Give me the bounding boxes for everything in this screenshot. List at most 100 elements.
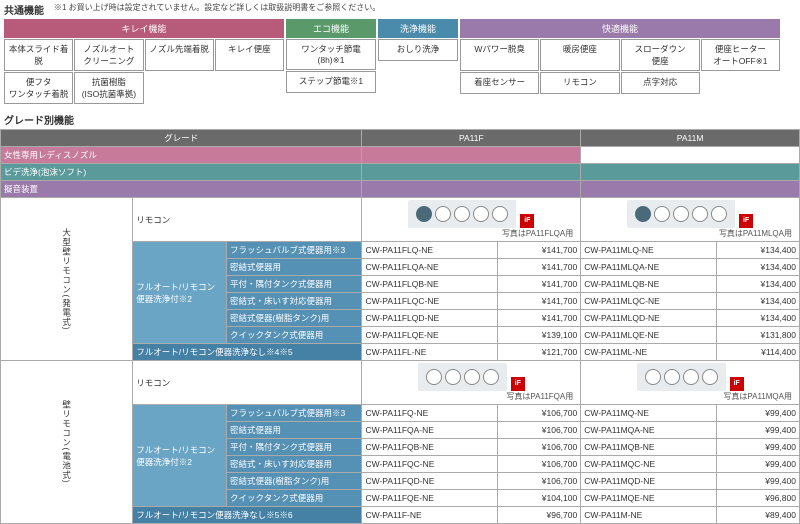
remote-button-icon bbox=[445, 369, 461, 385]
remote-button-icon bbox=[483, 369, 499, 385]
price: ¥106,700 bbox=[497, 422, 580, 439]
row-type: 平付・隅付タンク式便器用 bbox=[227, 276, 362, 293]
model: CW-PA11MQA-NE bbox=[581, 422, 716, 439]
feature-cell: おしり洗浄 bbox=[378, 39, 458, 61]
model: CW-PA11MQB-NE bbox=[581, 439, 716, 456]
remote-caption: 写真はPA11MLQA用 bbox=[584, 228, 796, 239]
row-type: クイックタンク式便器用 bbox=[227, 490, 362, 507]
feature-cell: Wパワー脱臭 bbox=[460, 39, 539, 71]
model: CW-PA11MQD-NE bbox=[581, 473, 716, 490]
model: CW-PA11MLQB-NE bbox=[581, 276, 716, 293]
row-type: 密結式・床いす対応便器用 bbox=[227, 456, 362, 473]
remote-button-icon bbox=[416, 206, 432, 222]
remote-label: リモコン bbox=[133, 198, 362, 242]
row-type: フラッシュバルブ式便器用※3 bbox=[227, 242, 362, 259]
row-type: 密結式便器(樹脂タンク)用 bbox=[227, 473, 362, 490]
cell bbox=[581, 147, 800, 164]
grade-title: グレード別機能 bbox=[4, 112, 800, 127]
model: CW-PA11FLQC-NE bbox=[362, 293, 497, 310]
price: ¥106,700 bbox=[497, 439, 580, 456]
cell bbox=[362, 147, 581, 164]
auto-none-label: フルオート/リモコン便器洗浄なし※4※5 bbox=[133, 344, 362, 361]
feature-cell: リモコン bbox=[540, 72, 619, 94]
grade-table: グレードPA11FPA11M女性専用レディスノズルビデ洗浄(泡沫ソフト)擬音装置… bbox=[0, 129, 800, 524]
remote-button-icon bbox=[692, 206, 708, 222]
price: ¥99,400 bbox=[716, 422, 799, 439]
group-header: 洗浄機能 bbox=[378, 19, 458, 38]
remote-label: リモコン bbox=[133, 361, 362, 405]
model: CW-PA11MLQC-NE bbox=[581, 293, 716, 310]
remote-button-icon bbox=[435, 206, 451, 222]
price: ¥134,400 bbox=[716, 259, 799, 276]
model: CW-PA11FQD-NE bbox=[362, 473, 497, 490]
remote-button-icon bbox=[702, 369, 718, 385]
auto-label: フルオート/リモコン 便器洗浄付※2 bbox=[133, 242, 227, 344]
price: ¥131,800 bbox=[716, 327, 799, 344]
remote-image: iF写真はPA11MQA用 bbox=[581, 361, 800, 405]
model: CW-PA11FLQ-NE bbox=[362, 242, 497, 259]
row-type: クイックタンク式便器用 bbox=[227, 327, 362, 344]
price: ¥99,400 bbox=[716, 405, 799, 422]
remote-button-icon bbox=[654, 206, 670, 222]
remote-button-icon bbox=[683, 369, 699, 385]
grade-header: PA11F bbox=[362, 130, 581, 147]
price: ¥141,700 bbox=[497, 293, 580, 310]
cell bbox=[362, 164, 581, 181]
row-type: 密結式便器用 bbox=[227, 259, 362, 276]
price: ¥134,400 bbox=[716, 242, 799, 259]
row-type: 密結式便器用 bbox=[227, 422, 362, 439]
feature-cell: 抗菌樹脂 (ISO抗菌準拠) bbox=[74, 72, 143, 104]
row-type: 平付・隅付タンク式便器用 bbox=[227, 439, 362, 456]
model: CW-PA11MQ-NE bbox=[581, 405, 716, 422]
group-header: キレイ機能 bbox=[4, 19, 284, 38]
remote-button-icon bbox=[673, 206, 689, 222]
model: CW-PA11ML-NE bbox=[581, 344, 716, 361]
grade-header: PA11M bbox=[581, 130, 800, 147]
model: CW-PA11F-NE bbox=[362, 507, 497, 524]
auto-none-label: フルオート/リモコン便器洗浄なし※5※6 bbox=[133, 507, 362, 524]
row-type: 密結式・床いす対応便器用 bbox=[227, 293, 362, 310]
model: CW-PA11FLQB-NE bbox=[362, 276, 497, 293]
price: ¥99,400 bbox=[716, 439, 799, 456]
model: CW-PA11FL-NE bbox=[362, 344, 497, 361]
remote-caption: 写真はPA11FQA用 bbox=[365, 391, 577, 402]
model: CW-PA11MQC-NE bbox=[581, 456, 716, 473]
section-title: 共通機能 bbox=[4, 2, 44, 17]
cell bbox=[581, 164, 800, 181]
remote-image: iF写真はPA11MLQA用 bbox=[581, 198, 800, 242]
side-label: 大型壁リモコン(発電式) bbox=[1, 198, 133, 361]
group-header: エコ機能 bbox=[286, 19, 376, 38]
model: CW-PA11MLQE-NE bbox=[581, 327, 716, 344]
model: CW-PA11FQA-NE bbox=[362, 422, 497, 439]
if-logo: iF bbox=[730, 377, 744, 391]
price: ¥106,700 bbox=[497, 473, 580, 490]
model: CW-PA11MQE-NE bbox=[581, 490, 716, 507]
model: CW-PA11MLQD-NE bbox=[581, 310, 716, 327]
group-header: 快適機能 bbox=[460, 19, 780, 38]
feature-cell: 本体スライド着脱 bbox=[4, 39, 73, 71]
model: CW-PA11FLQA-NE bbox=[362, 259, 497, 276]
remote-button-icon bbox=[664, 369, 680, 385]
remote-image: iF写真はPA11FQA用 bbox=[362, 361, 581, 405]
price: ¥134,400 bbox=[716, 276, 799, 293]
model: CW-PA11FQ-NE bbox=[362, 405, 497, 422]
model: CW-PA11FLQE-NE bbox=[362, 327, 497, 344]
grade-header: グレード bbox=[1, 130, 362, 147]
model: CW-PA11MLQ-NE bbox=[581, 242, 716, 259]
feature-cell: 便座ヒーター オートOFF※1 bbox=[701, 39, 780, 71]
price: ¥99,400 bbox=[716, 456, 799, 473]
feature-cell: 暖房便座 bbox=[540, 39, 619, 71]
model: CW-PA11FQE-NE bbox=[362, 490, 497, 507]
model: CW-PA11FLQD-NE bbox=[362, 310, 497, 327]
feature-cell: ワンタッチ節電 (8h)※1 bbox=[286, 39, 376, 70]
remote-button-icon bbox=[473, 206, 489, 222]
if-logo: iF bbox=[520, 214, 534, 228]
model: CW-PA11M-NE bbox=[581, 507, 716, 524]
if-logo: iF bbox=[511, 377, 525, 391]
feature-label: 擬音装置 bbox=[1, 181, 362, 198]
feature-label: 女性専用レディスノズル bbox=[1, 147, 362, 164]
feature-cell: スローダウン 便座 bbox=[621, 39, 700, 71]
row-type: フラッシュバルブ式便器用※3 bbox=[227, 405, 362, 422]
model: CW-PA11MLQA-NE bbox=[581, 259, 716, 276]
feature-cell: 便フタ ワンタッチ着脱 bbox=[4, 72, 73, 104]
